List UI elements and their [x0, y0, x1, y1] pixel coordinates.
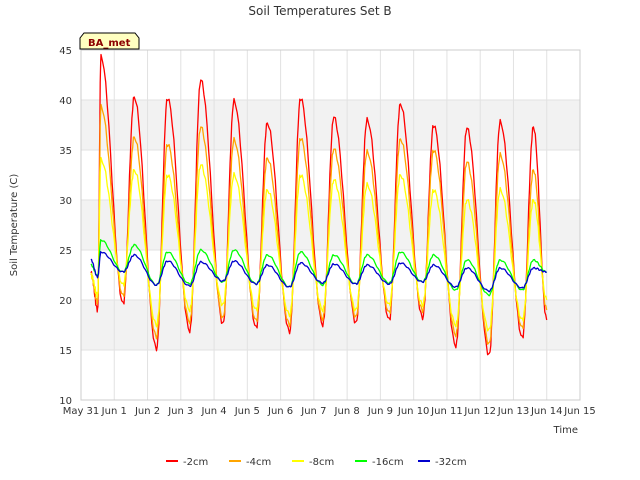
y-axis-title: Soil Temperature (C) [9, 174, 20, 277]
legend-label: -16cm [372, 457, 404, 468]
x-tick-label: Jun 4 [200, 406, 226, 417]
series-line-minus-8cm [90, 156, 548, 332]
y-tick-label: 35 [59, 146, 72, 157]
y-tick-label: 40 [59, 96, 72, 107]
series-line-minus-32cm [90, 250, 547, 293]
x-tick-label: Jun 9 [367, 406, 393, 417]
station-badge: BA_met [79, 32, 140, 50]
x-tick-label: Jun 8 [334, 406, 360, 417]
y-tick-label: 10 [59, 396, 72, 407]
x-tick-label: Jun 14 [530, 406, 563, 417]
x-tick-label: Jun 2 [134, 406, 160, 417]
legend-label: -32cm [435, 457, 467, 468]
x-tick-label: Jun 3 [167, 406, 193, 417]
legend-label: -4cm [246, 457, 271, 468]
legend: -2cm -4cm -8cm -16cm -32cm [166, 457, 467, 468]
x-tick-label: Jun 5 [234, 406, 260, 417]
chart-title: Soil Temperatures Set B [248, 4, 391, 18]
badge-label: BA_met [88, 38, 131, 49]
plot-area-frame [80, 49, 581, 401]
x-tick-label: Jun 12 [463, 406, 496, 417]
x-tick-label: May 31 [63, 406, 100, 417]
series-lines [90, 53, 548, 356]
x-tick-label: Jun 15 [563, 406, 596, 417]
x-axis-title: Time [553, 425, 578, 436]
badge-shape [79, 32, 140, 50]
x-axis-ticks: May 31 Jun 1 Jun 2 Jun 3 Jun 4 Jun 5 Jun 6 Jun … [63, 406, 596, 417]
background-bands [81, 100, 580, 350]
y-tick-label: 30 [59, 196, 72, 207]
x-tick-label: Jun 13 [497, 406, 530, 417]
y-tick-label: 25 [59, 246, 72, 257]
background-band [81, 300, 580, 350]
x-tick-label: Jun 10 [397, 406, 430, 417]
legend-label: -8cm [309, 457, 334, 468]
x-tick-label: Jun 7 [300, 406, 326, 417]
y-tick-label: 20 [59, 296, 72, 307]
x-tick-label: Jun 6 [267, 406, 293, 417]
y-tick-label: 15 [59, 346, 72, 357]
legend-label: -2cm [183, 457, 208, 468]
series-line-minus-2cm [90, 53, 548, 356]
x-tick-label: Jun 11 [430, 406, 463, 417]
series-line-minus-4cm [90, 103, 548, 345]
y-tick-label: 45 [59, 46, 72, 57]
y-axis-ticks: 10 15 20 25 30 35 40 45 [59, 46, 72, 407]
x-tick-label: Jun 1 [101, 406, 127, 417]
